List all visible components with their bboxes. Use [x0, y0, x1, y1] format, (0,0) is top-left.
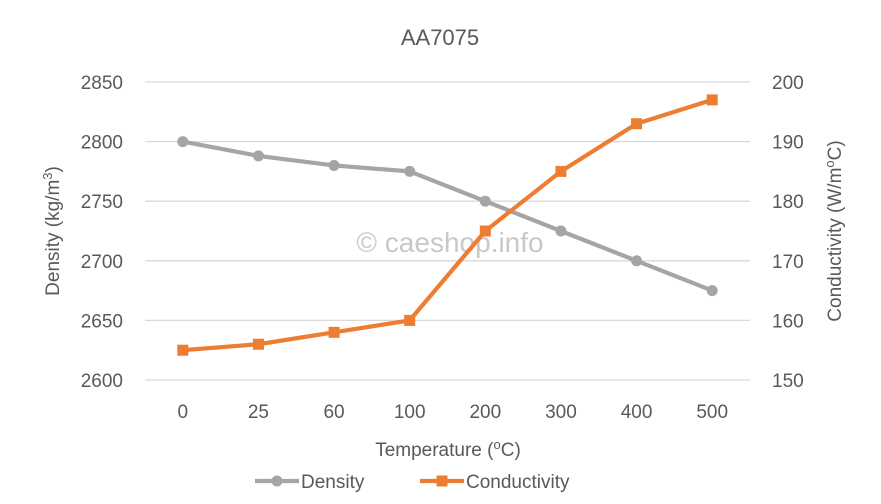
y-tick-label: 2750 — [81, 192, 123, 213]
y-axis-label: Density (kg/m3) — [40, 166, 64, 296]
x-tick-label: 0 — [178, 402, 189, 423]
legend-label: Density — [301, 472, 365, 493]
y-tick-label: 2850 — [81, 73, 123, 94]
x-tick-label: 25 — [248, 402, 269, 423]
y2-axis-label: Conductivity (W/moC) — [822, 140, 846, 321]
y-tick-label: 2800 — [81, 133, 123, 154]
conductivity-point — [706, 94, 718, 106]
y2-tick-label: 190 — [772, 133, 804, 154]
left-axis-ticks: 2600 2650 2700 2750 2800 2850 — [81, 73, 123, 392]
x-tick-label: 500 — [696, 402, 728, 423]
conductivity-point — [328, 326, 340, 338]
series-layer — [177, 94, 718, 356]
density-point — [177, 136, 189, 148]
y-tick-label: 2650 — [81, 311, 123, 332]
legend: Density Conductivity — [255, 472, 570, 493]
y-tick-label: 2600 — [81, 371, 123, 392]
legend-marker — [271, 475, 283, 487]
density-point — [404, 165, 416, 177]
x-tick-label: 60 — [323, 402, 344, 423]
y2-tick-label: 160 — [772, 311, 804, 332]
y-tick-label: 2700 — [81, 252, 123, 273]
density-point — [328, 159, 340, 171]
density-point — [252, 150, 264, 162]
x-axis-label: Temperature (oC) — [375, 437, 521, 461]
legend-marker — [436, 475, 448, 487]
x-tick-label: 100 — [394, 402, 426, 423]
chart-title: AA7075 — [401, 25, 479, 50]
gridlines — [145, 81, 750, 381]
y2-tick-label: 150 — [772, 371, 804, 392]
density-line — [182, 139, 713, 293]
conductivity-point — [252, 338, 264, 350]
density-point — [631, 255, 643, 267]
density-point — [479, 195, 491, 207]
density-point — [555, 225, 567, 237]
right-axis-ticks: 150 160 170 180 190 200 — [772, 73, 804, 392]
legend-label: Conductivity — [466, 472, 570, 493]
watermark: © caeshop.info — [356, 227, 543, 258]
y2-tick-label: 180 — [772, 192, 804, 213]
x-tick-label: 200 — [469, 402, 501, 423]
density-point — [706, 285, 718, 297]
x-axis-ticks: 0 25 60 100 200 300 400 500 — [178, 402, 729, 423]
conductivity-point — [631, 118, 643, 130]
y2-tick-label: 170 — [772, 252, 804, 273]
conductivity-point — [555, 165, 567, 177]
conductivity-point — [479, 225, 491, 237]
x-tick-label: 400 — [621, 402, 653, 423]
x-tick-label: 300 — [545, 402, 577, 423]
y2-tick-label: 200 — [772, 73, 804, 94]
conductivity-point — [404, 314, 416, 326]
conductivity-point — [177, 344, 189, 356]
conductivity-line — [182, 97, 713, 353]
